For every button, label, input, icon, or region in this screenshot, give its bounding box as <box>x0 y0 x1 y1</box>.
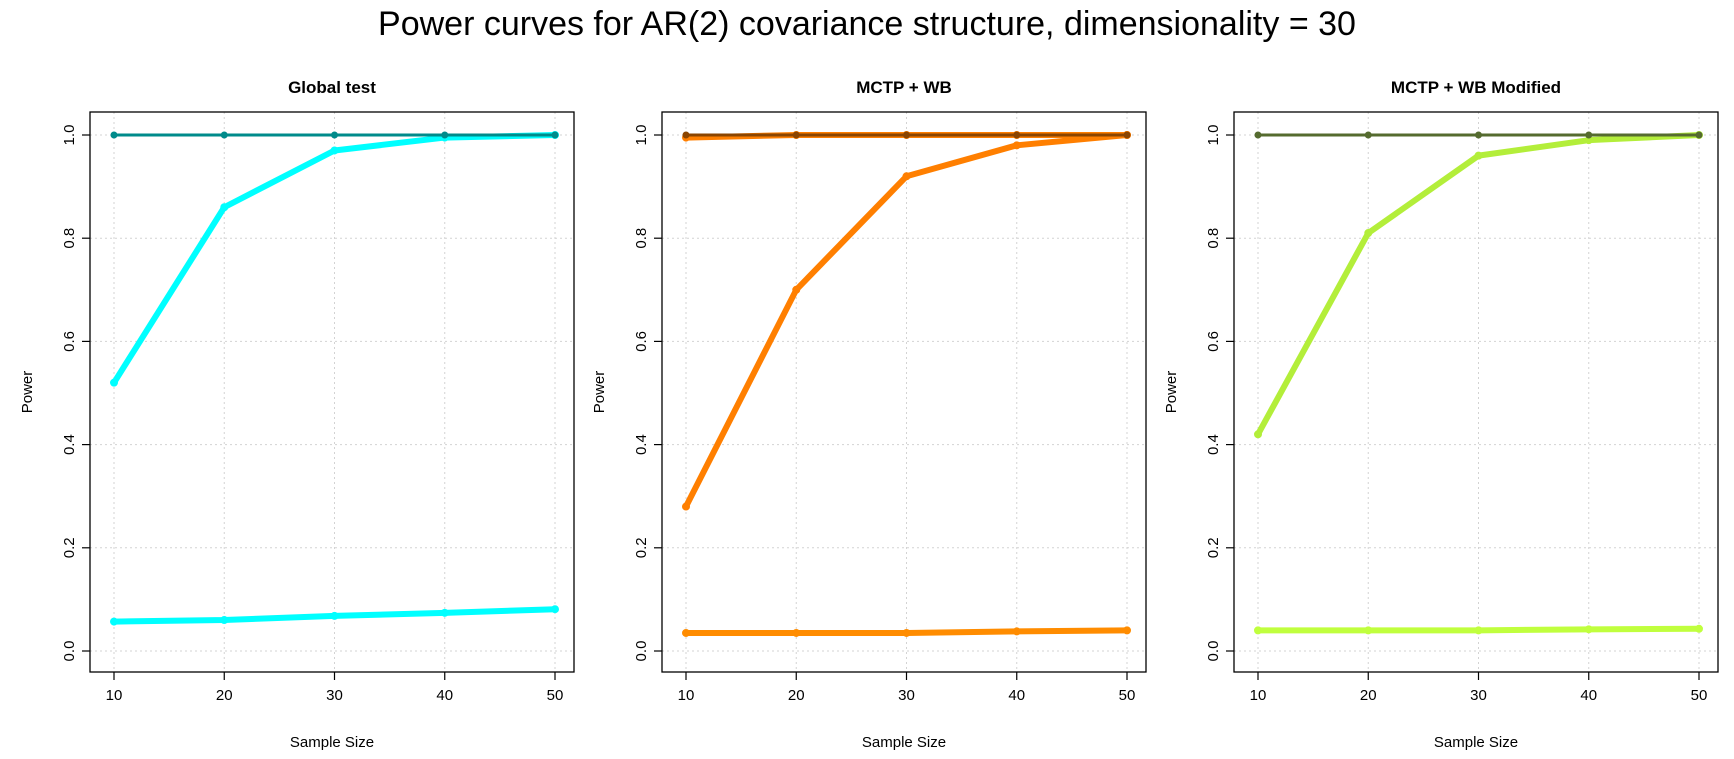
x-tick-label: 40 <box>1580 687 1597 704</box>
data-point <box>551 605 559 614</box>
y-tick-label: 0.2 <box>61 537 78 558</box>
data-point <box>1474 626 1483 635</box>
x-tick-label: 50 <box>1119 687 1136 704</box>
x-axis-label: Sample Size <box>1434 734 1518 751</box>
y-tick-label: 0.4 <box>1205 434 1222 455</box>
x-tick-label: 30 <box>1470 687 1487 704</box>
y-axis-label: Power <box>591 371 608 414</box>
data-point <box>220 131 228 139</box>
data-point <box>1475 131 1482 139</box>
data-point <box>551 131 559 139</box>
data-point <box>1364 626 1373 635</box>
y-axis-label: Power <box>1163 371 1180 414</box>
x-tick-label: 40 <box>436 687 453 704</box>
data-point <box>1012 627 1021 636</box>
x-tick-label: 50 <box>547 687 564 704</box>
plot-frame <box>661 111 1147 673</box>
x-tick-label: 10 <box>1250 687 1267 704</box>
panel-title: MCTP + WB <box>856 78 952 97</box>
x-tick-label: 20 <box>216 687 233 704</box>
data-point <box>1585 131 1593 139</box>
y-tick-label: 0.4 <box>61 434 78 455</box>
series-line <box>1255 132 1702 438</box>
data-point <box>902 172 911 181</box>
data-point <box>1123 131 1131 139</box>
data-point <box>1364 131 1372 139</box>
data-point <box>1254 131 1262 139</box>
data-point <box>1254 430 1262 439</box>
data-point <box>441 131 449 139</box>
data-point <box>331 131 338 139</box>
x-tick-label: 30 <box>898 687 915 704</box>
y-tick-label: 0.4 <box>633 434 650 455</box>
data-point <box>682 131 690 139</box>
data-point <box>220 203 229 212</box>
data-point <box>1254 626 1262 635</box>
y-tick-label: 0.2 <box>1205 537 1222 558</box>
panel-title: Global test <box>288 78 376 97</box>
data-point <box>1364 229 1373 238</box>
chart-panel: 10 20 30 40 50 0.0 0.2 0.4 0.6 0.8 1.0 MCTP + WB Mo… <box>1163 78 1719 751</box>
data-point <box>110 617 118 626</box>
y-tick-label: 0.0 <box>633 641 650 662</box>
chart-panel: 10 20 30 40 50 0.0 0.2 0.4 0.6 0.8 1.0 Global test S… <box>19 78 575 751</box>
y-tick-label: 1.0 <box>1205 125 1222 146</box>
data-point <box>330 611 339 620</box>
data-point <box>1123 626 1131 635</box>
data-point <box>682 502 690 511</box>
data-point <box>110 378 118 387</box>
data-point <box>1584 625 1593 634</box>
data-point <box>1012 141 1021 150</box>
y-tick-label: 0.0 <box>61 641 78 662</box>
x-tick-label: 10 <box>678 687 695 704</box>
data-point <box>902 628 911 637</box>
x-tick-label: 30 <box>326 687 343 704</box>
y-tick-label: 1.0 <box>61 125 78 146</box>
data-point <box>903 131 910 139</box>
data-point <box>682 628 690 637</box>
x-tick-label: 50 <box>1691 687 1708 704</box>
x-tick-label: 10 <box>106 687 123 704</box>
x-tick-label: 40 <box>1008 687 1025 704</box>
plot-frame <box>1233 111 1719 673</box>
y-tick-label: 0.6 <box>633 331 650 352</box>
data-point <box>1695 131 1703 139</box>
x-axis-label: Sample Size <box>862 734 946 751</box>
y-tick-label: 0.0 <box>1205 641 1222 662</box>
x-axis-label: Sample Size <box>290 734 374 751</box>
y-tick-label: 0.8 <box>1205 228 1222 249</box>
y-tick-label: 0.6 <box>1205 331 1222 352</box>
y-tick-label: 0.8 <box>61 228 78 249</box>
x-tick-label: 20 <box>788 687 805 704</box>
y-tick-label: 0.2 <box>633 537 650 558</box>
plot-frame <box>89 111 575 673</box>
panel-title: MCTP + WB Modified <box>1391 78 1561 97</box>
data-point <box>792 285 801 294</box>
data-point <box>220 616 229 625</box>
y-tick-label: 0.8 <box>633 228 650 249</box>
x-tick-label: 20 <box>1360 687 1377 704</box>
y-axis-label: Power <box>19 371 36 414</box>
y-tick-label: 0.6 <box>61 331 78 352</box>
data-point <box>792 628 801 637</box>
data-point <box>110 131 118 139</box>
data-point <box>1474 151 1483 160</box>
chart-panel: 10 20 30 40 50 0.0 0.2 0.4 0.6 0.8 1.0 MCTP + WB Sam… <box>591 78 1147 751</box>
data-point <box>1695 624 1703 633</box>
data-point <box>440 608 449 617</box>
y-tick-label: 1.0 <box>633 125 650 146</box>
data-point <box>1013 131 1021 139</box>
figure-title: Power curves for AR(2) covariance struct… <box>378 5 1356 43</box>
series-line <box>683 132 1130 510</box>
data-point <box>330 146 339 155</box>
data-point <box>792 131 800 139</box>
